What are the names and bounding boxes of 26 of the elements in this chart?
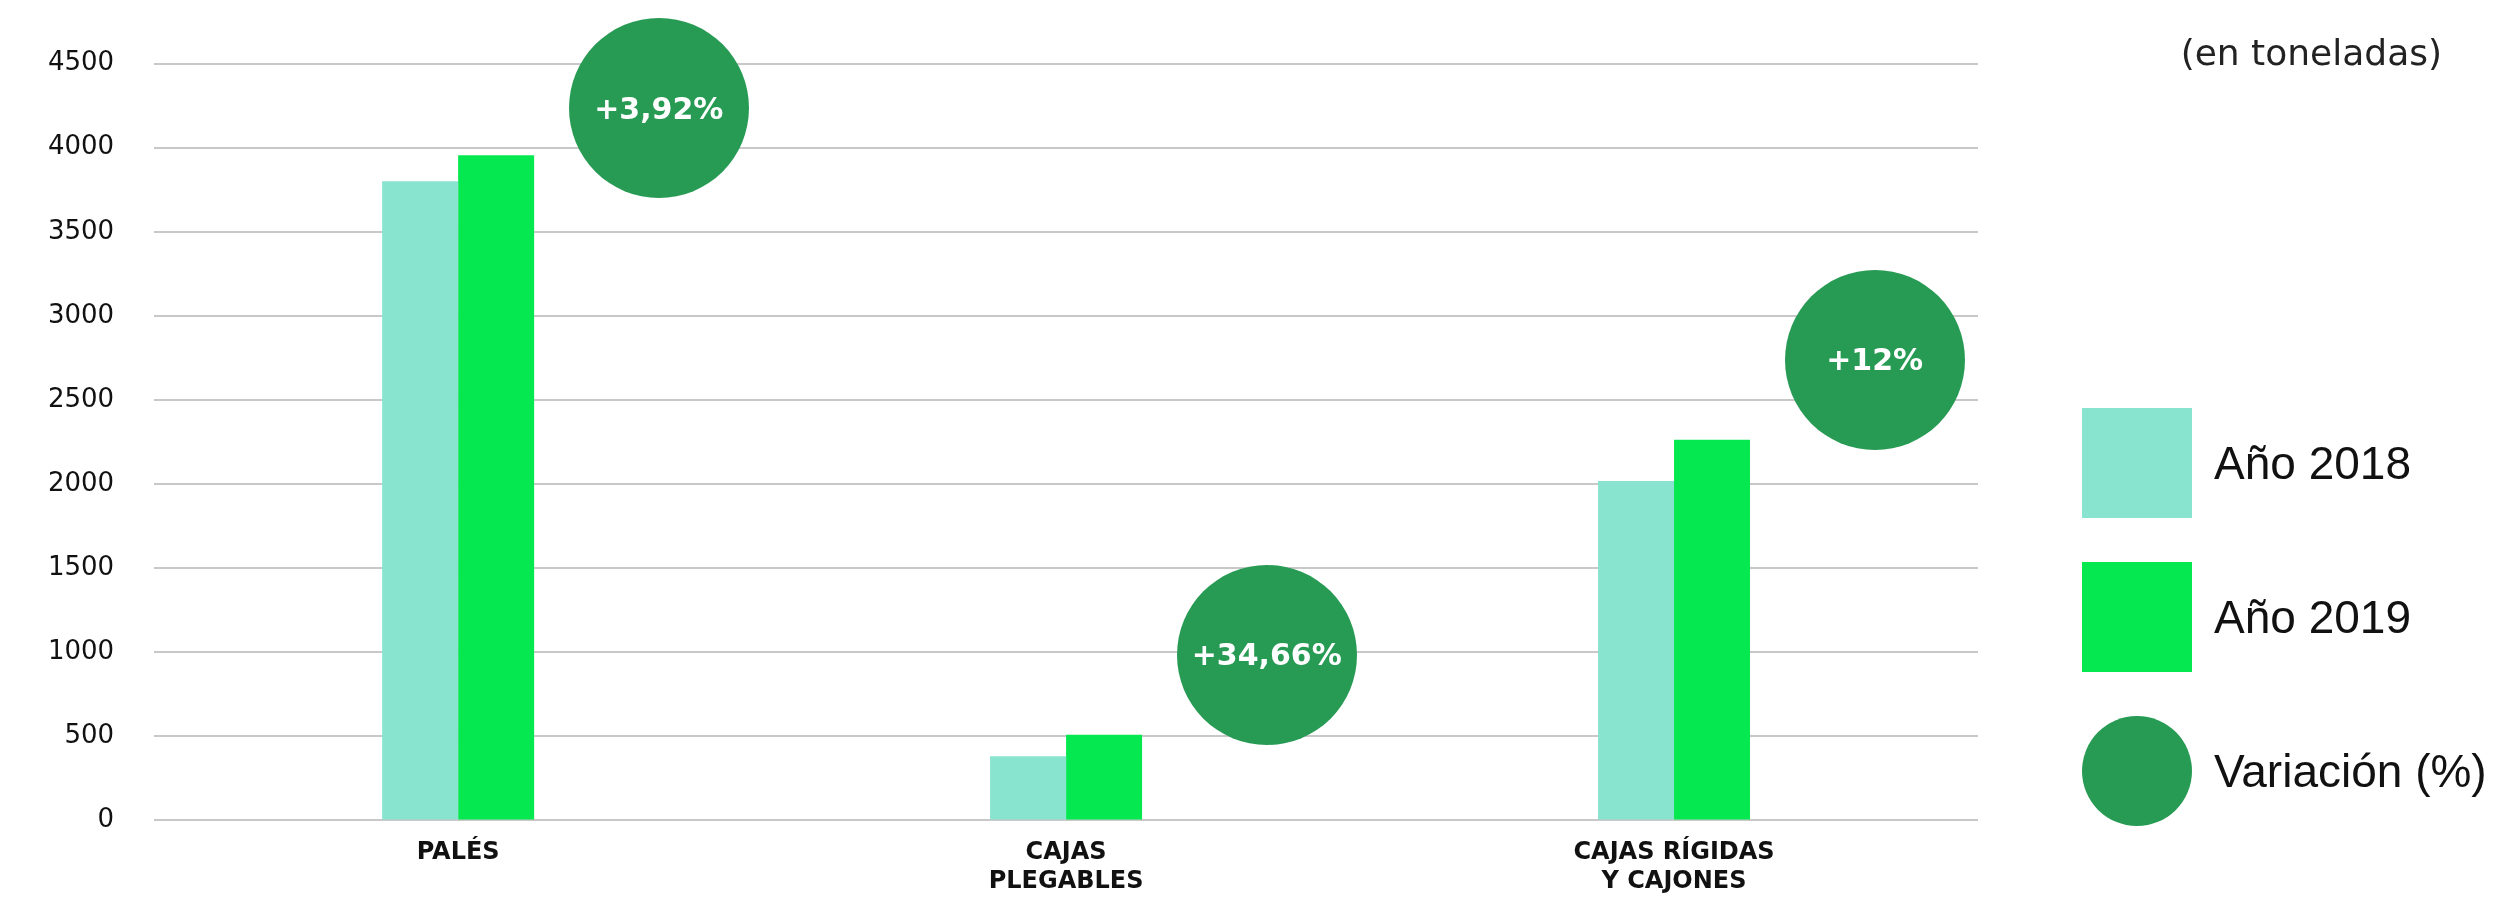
x-tick-label: CAJAS RÍGIDAS Y CAJONES — [1573, 836, 1775, 894]
x-tick-label: CAJAS PLEGABLES — [988, 837, 1144, 894]
annotation: +34,66% — [1191, 637, 1342, 673]
y-tick-label: 2000 — [48, 466, 115, 497]
y-tick-label: 3500 — [48, 214, 115, 245]
y-tick-label: 2500 — [48, 382, 115, 413]
bar — [1066, 734, 1143, 820]
legend-label: Año 2019 — [2214, 590, 2411, 644]
annotation: +3,92% — [594, 90, 724, 126]
y-tick-label: 4000 — [48, 130, 115, 161]
y-tick-label: 3000 — [48, 298, 115, 329]
text: (en toneladas) — [2180, 32, 2442, 73]
annotation: +12% — [1826, 342, 1924, 378]
bar — [458, 155, 535, 820]
bar — [1674, 439, 1751, 820]
y-tick-label: 500 — [64, 719, 115, 750]
y-tick-label: 1000 — [48, 634, 115, 665]
y-tick-label: 4500 — [48, 46, 115, 77]
text: Variación (%) — [2214, 744, 2487, 798]
x-tick-label: PALÉS — [416, 836, 500, 866]
bar — [1598, 481, 1675, 820]
bar — [990, 756, 1067, 820]
y-tick-label: 1500 — [48, 550, 115, 581]
bar — [382, 181, 459, 820]
legend-label: Año 2018 — [2214, 436, 2411, 490]
y-tick-label: 0 — [97, 803, 115, 834]
